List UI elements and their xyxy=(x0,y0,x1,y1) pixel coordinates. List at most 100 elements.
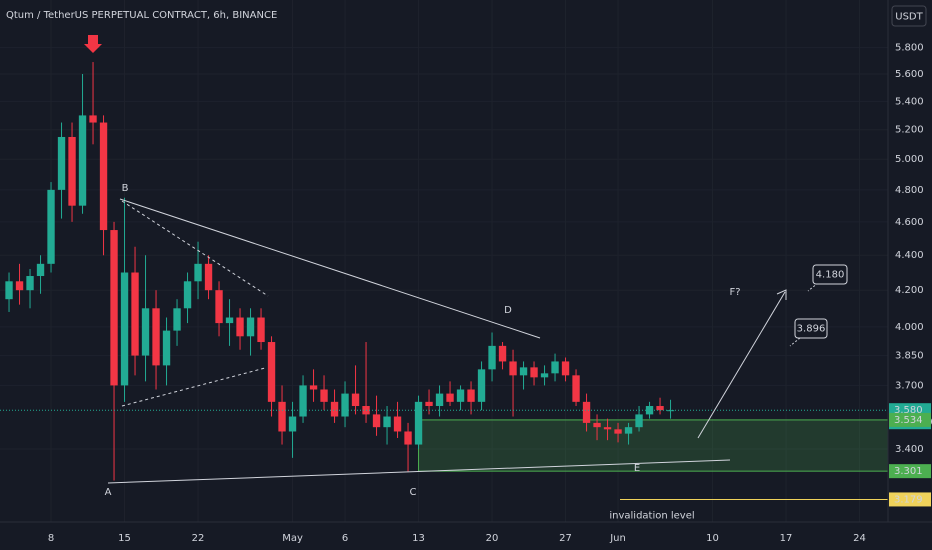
trend-line xyxy=(107,459,731,484)
wave-label: D xyxy=(504,305,512,316)
candle-body xyxy=(215,290,223,324)
candle-body xyxy=(603,427,612,430)
wave-label: E xyxy=(634,463,640,474)
projection-arrow xyxy=(697,291,786,439)
candle-body xyxy=(68,136,76,206)
currency-button[interactable] xyxy=(891,5,927,27)
candle-body xyxy=(540,373,549,378)
x-tick-label: 17 xyxy=(780,533,793,544)
y-tick-label: 5.600 xyxy=(895,69,924,80)
x-tick-label: May xyxy=(282,533,303,544)
candle-body xyxy=(645,406,654,415)
x-tick-label: 27 xyxy=(559,533,572,544)
x-tick-label: 20 xyxy=(486,533,499,544)
candle-body xyxy=(278,401,286,432)
price-tag-label: 3.580 xyxy=(894,405,923,416)
x-tick-label: 10 xyxy=(706,533,719,544)
arrow-head xyxy=(776,289,787,300)
y-tick-label: 3.850 xyxy=(895,351,924,362)
target-label: 4.180 xyxy=(816,270,845,281)
candle-body xyxy=(467,389,475,402)
price-tag-label: 3.301 xyxy=(894,466,923,477)
invalidation-text: invalidation level xyxy=(609,510,694,521)
price-tag-label: 3.534 xyxy=(894,415,923,426)
candle-body xyxy=(551,361,559,374)
dashed-line xyxy=(121,367,266,407)
candle-body xyxy=(162,330,171,366)
candle-body xyxy=(372,414,381,428)
y-tick-label: 5.000 xyxy=(895,154,924,165)
x-tick-label: 6 xyxy=(342,533,348,544)
candle-body xyxy=(309,385,318,390)
target-label: 3.896 xyxy=(797,324,826,335)
currency[interactable]: USDT xyxy=(895,12,923,23)
y-tick-label: 4.800 xyxy=(895,185,924,196)
candle-body xyxy=(99,122,108,231)
y-tick-label: 4.000 xyxy=(895,322,924,333)
candle-body xyxy=(299,385,307,417)
x-tick-label: Jun xyxy=(609,533,626,544)
candle-body xyxy=(456,389,465,402)
candle-body xyxy=(288,416,297,432)
target-box xyxy=(794,318,828,339)
candle-body xyxy=(5,281,13,300)
candle-body xyxy=(26,276,34,291)
candle-body xyxy=(267,342,276,402)
candle-body xyxy=(194,263,202,282)
candle-body xyxy=(36,263,45,277)
x-tick-label: 15 xyxy=(118,533,131,544)
candle-body xyxy=(572,375,580,402)
support-zone xyxy=(418,419,889,472)
candle-body xyxy=(635,414,643,428)
dashed-line xyxy=(121,200,269,297)
y-tick-label: 3.400 xyxy=(895,444,924,455)
y-tick-label: 5.800 xyxy=(895,43,924,54)
candle-body xyxy=(225,317,234,324)
candle-body xyxy=(78,115,87,206)
peak-arrow xyxy=(84,35,102,53)
candle-body xyxy=(488,345,496,370)
candle-body xyxy=(561,361,570,376)
price-axis xyxy=(888,0,932,550)
y-tick-label: 4.400 xyxy=(895,250,924,261)
y-tick-label: 4.600 xyxy=(895,217,924,228)
x-tick-label: 8 xyxy=(48,533,54,544)
x-tick-label: 24 xyxy=(853,533,866,544)
y-tick-label: 5.400 xyxy=(895,96,924,107)
candle-body xyxy=(320,389,328,402)
candle-body xyxy=(341,393,349,417)
candle-body xyxy=(582,401,591,423)
candle-body xyxy=(498,345,507,362)
candle-body xyxy=(435,393,444,407)
candle-body xyxy=(173,308,181,331)
candle-body xyxy=(57,136,66,190)
candle-body xyxy=(257,317,265,343)
candle-body xyxy=(131,272,139,356)
candle-body xyxy=(141,308,150,356)
candle-body xyxy=(404,431,412,445)
x-tick-label: 22 xyxy=(192,533,205,544)
chart-title: Qtum / TetherUS PERPETUAL CONTRACT, 6h, … xyxy=(6,10,277,21)
wave-label: F? xyxy=(729,287,740,298)
wave-label: A xyxy=(105,487,112,498)
y-tick-label: 3.700 xyxy=(895,380,924,391)
candle-body xyxy=(204,263,213,291)
candle-body xyxy=(246,317,255,337)
candle-body xyxy=(89,115,97,123)
candle-body xyxy=(183,281,192,309)
candle-body xyxy=(351,393,360,407)
candle-body xyxy=(509,361,517,376)
candle-body xyxy=(477,369,486,402)
candle-body xyxy=(656,406,664,411)
candle-body xyxy=(152,308,160,366)
candle-body xyxy=(393,416,402,432)
candle-body xyxy=(330,401,339,417)
candle-body xyxy=(624,427,633,434)
y-tick-label: 5.200 xyxy=(895,125,924,136)
candle-body xyxy=(530,367,538,378)
candle-body xyxy=(614,429,622,434)
candle-body xyxy=(593,422,601,428)
y-tick-label: 4.200 xyxy=(895,285,924,296)
price-tag xyxy=(889,492,931,507)
